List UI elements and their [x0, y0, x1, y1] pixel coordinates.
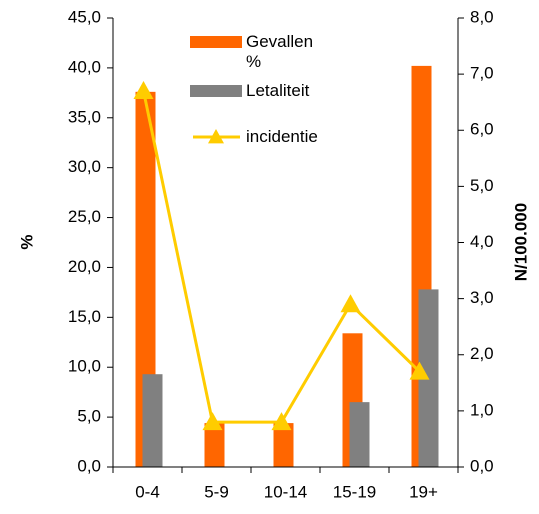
- bar: [273, 423, 294, 467]
- y-tick-label: 35,0: [68, 107, 101, 126]
- y2-tick-label: 7,0: [470, 64, 494, 83]
- y-tick-label: 25,0: [68, 207, 101, 226]
- y2-axis-title: N/100.000: [511, 203, 530, 281]
- y-tick-label: 10,0: [68, 357, 101, 376]
- x-tick-label: 10-14: [264, 482, 307, 501]
- y-tick-label: 40,0: [68, 57, 101, 76]
- bar: [142, 374, 163, 467]
- marker: [340, 294, 361, 313]
- y-tick-label: 0,0: [77, 456, 101, 475]
- y2-tick-label: 8,0: [470, 7, 494, 26]
- legend-label: Letaliteit: [246, 81, 310, 100]
- y-tick-label: 15,0: [68, 307, 101, 326]
- legend-swatch: [190, 85, 242, 97]
- x-tick-label: 15-19: [333, 482, 376, 501]
- y2-tick-label: 0,0: [470, 456, 494, 475]
- legend-label: incidentie: [246, 127, 318, 146]
- x-tick-label: 19+: [409, 482, 438, 501]
- marker: [133, 80, 154, 99]
- y2-tick-label: 3,0: [470, 288, 494, 307]
- marker: [409, 361, 430, 380]
- legend-label: Gevallen %: [246, 32, 314, 71]
- y2-tick-label: 4,0: [470, 232, 494, 251]
- legend-swatch: [190, 36, 242, 48]
- bar: [204, 423, 225, 467]
- marker: [271, 412, 292, 431]
- y-tick-label: 45,0: [68, 7, 101, 26]
- y-tick-label: 30,0: [68, 157, 101, 176]
- marker: [202, 412, 223, 431]
- y2-tick-label: 2,0: [470, 344, 494, 363]
- legend-swatch: [208, 129, 224, 144]
- y-tick-label: 5,0: [77, 407, 101, 426]
- x-tick-label: 0-4: [135, 482, 160, 501]
- y2-tick-label: 1,0: [470, 400, 494, 419]
- x-tick-label: 5-9: [204, 482, 229, 501]
- y-tick-label: 20,0: [68, 257, 101, 276]
- y2-tick-label: 6,0: [470, 120, 494, 139]
- y2-tick-label: 5,0: [470, 176, 494, 195]
- y-axis-title: %: [17, 234, 36, 249]
- bar: [135, 91, 156, 467]
- bar: [349, 402, 370, 467]
